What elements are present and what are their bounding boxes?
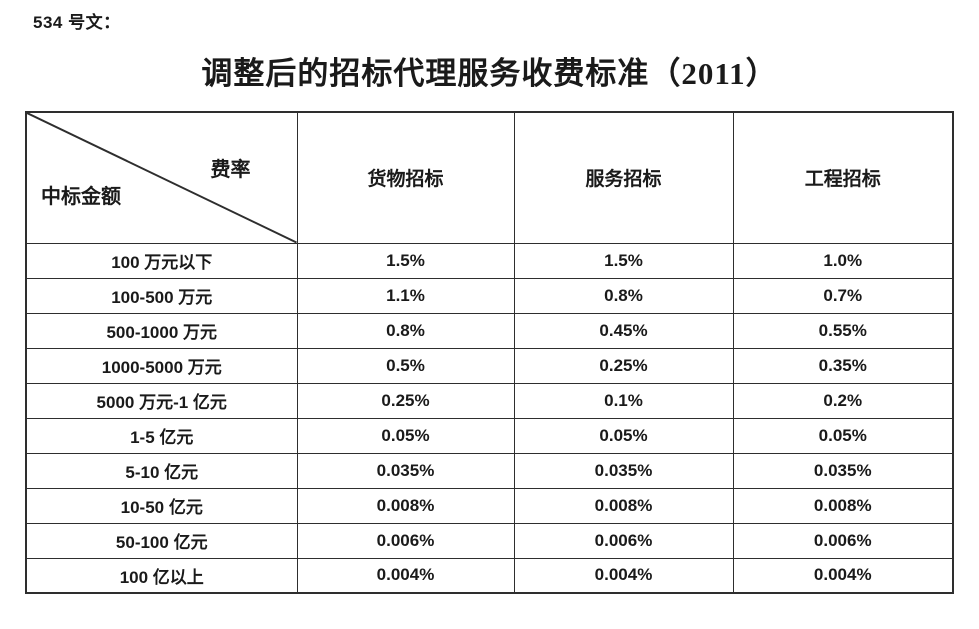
- row-label: 5-10 亿元: [25, 452, 298, 489]
- table-row: 1000-5000 万元 0.5% 0.25% 0.35%: [25, 347, 954, 384]
- rate-cell: 1.5%: [513, 242, 734, 279]
- rate-cell: 0.004%: [513, 557, 734, 594]
- doc-number: 534 号文：: [33, 13, 121, 32]
- row-label: 10-50 亿元: [25, 487, 298, 524]
- rate-cell: 0.2%: [732, 382, 954, 419]
- rate-cell: 0.35%: [732, 347, 954, 384]
- rate-cell: 0.55%: [732, 312, 954, 349]
- rate-cell: 0.008%: [513, 487, 734, 524]
- row-label: 500-1000 万元: [25, 312, 298, 349]
- rate-cell: 1.5%: [296, 242, 515, 279]
- row-label: 5000 万元-1 亿元: [25, 382, 298, 419]
- page-title: 调整后的招标代理服务收费标准（2011）: [201, 56, 778, 91]
- column-header-engineering: 工程招标: [732, 111, 954, 244]
- rate-cell: 0.1%: [513, 382, 734, 419]
- rate-cell: 0.006%: [513, 522, 734, 559]
- row-label: 100 亿以上: [25, 557, 298, 594]
- rate-cell: 0.5%: [296, 347, 515, 384]
- corner-label-amount: 中标金额: [41, 185, 121, 208]
- rate-cell: 0.008%: [732, 487, 954, 524]
- corner-header-cell: 费率 中标金额: [25, 111, 298, 244]
- rate-cell: 0.006%: [296, 522, 515, 559]
- row-label: 100 万元以下: [25, 242, 298, 279]
- table-row: 1-5 亿元 0.05% 0.05% 0.05%: [25, 417, 954, 454]
- fee-table: 费率 中标金额 货物招标 服务招标 工程招标 100 万元以下 1.5% 1.5…: [25, 111, 954, 594]
- table-row: 100-500 万元 1.1% 0.8% 0.7%: [25, 277, 954, 314]
- rate-cell: 0.004%: [732, 557, 954, 594]
- corner-label-rate: 费率: [210, 159, 251, 181]
- rate-cell: 0.05%: [513, 417, 734, 454]
- rate-cell: 0.004%: [296, 557, 515, 594]
- table-row: 100 万元以下 1.5% 1.5% 1.0%: [25, 242, 954, 279]
- rate-cell: 0.25%: [513, 347, 734, 384]
- rate-cell: 0.006%: [732, 522, 954, 559]
- rate-cell: 0.45%: [513, 312, 734, 349]
- rate-cell: 0.05%: [732, 417, 954, 454]
- table-row: 10-50 亿元 0.008% 0.008% 0.008%: [25, 487, 954, 524]
- rate-cell: 0.035%: [732, 452, 954, 489]
- rate-cell: 0.035%: [296, 452, 515, 489]
- column-header-services: 服务招标: [513, 111, 734, 244]
- row-label: 1000-5000 万元: [25, 347, 298, 384]
- row-label: 100-500 万元: [25, 277, 298, 314]
- table-row: 500-1000 万元 0.8% 0.45% 0.55%: [25, 312, 954, 349]
- column-header-goods: 货物招标: [296, 111, 515, 244]
- rate-cell: 1.0%: [732, 242, 954, 279]
- diagonal-divider-line: [27, 113, 297, 243]
- table-header-row: 费率 中标金额 货物招标 服务招标 工程招标: [25, 111, 954, 244]
- rate-cell: 1.1%: [296, 277, 515, 314]
- rate-cell: 0.25%: [296, 382, 515, 419]
- rate-cell: 0.8%: [296, 312, 515, 349]
- table-row: 5000 万元-1 亿元 0.25% 0.1% 0.2%: [25, 382, 954, 419]
- rate-cell: 0.035%: [513, 452, 734, 489]
- table-row: 50-100 亿元 0.006% 0.006% 0.006%: [25, 522, 954, 559]
- rate-cell: 0.05%: [296, 417, 515, 454]
- table-row: 5-10 亿元 0.035% 0.035% 0.035%: [25, 452, 954, 489]
- rate-cell: 0.7%: [732, 277, 954, 314]
- row-label: 50-100 亿元: [25, 522, 298, 559]
- rate-cell: 0.8%: [513, 277, 734, 314]
- rate-cell: 0.008%: [296, 487, 515, 524]
- table-row: 100 亿以上 0.004% 0.004% 0.004%: [25, 557, 954, 594]
- row-label: 1-5 亿元: [25, 417, 298, 454]
